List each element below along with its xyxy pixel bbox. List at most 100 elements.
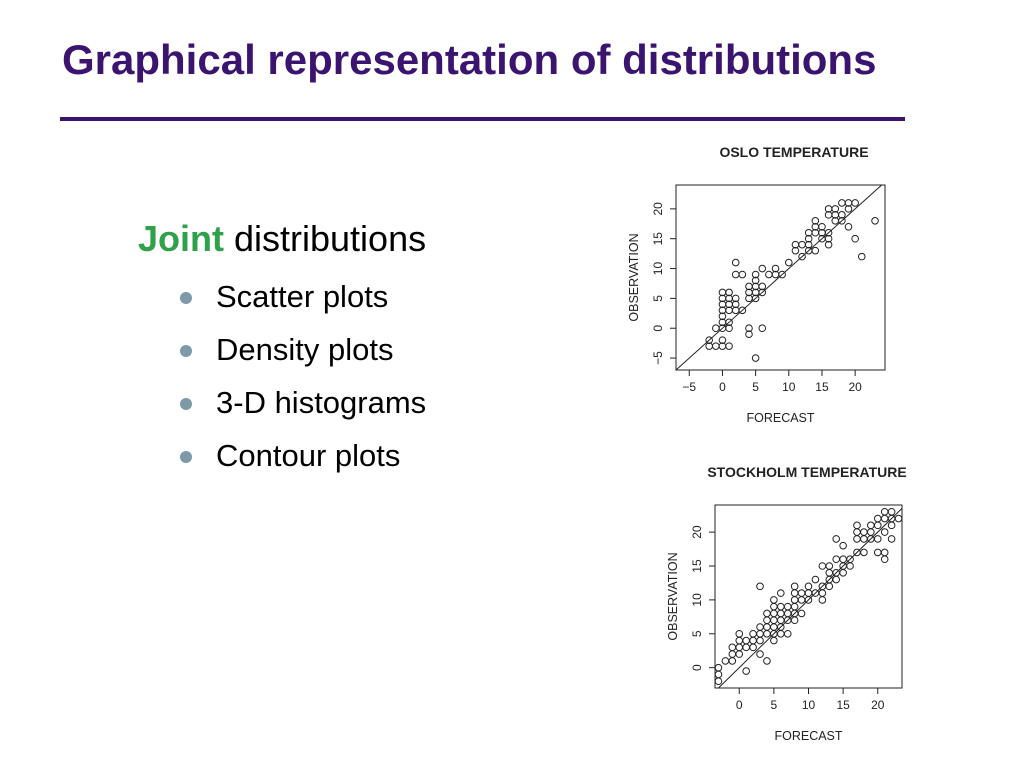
data-point (735, 629, 744, 638)
data-point (844, 205, 853, 213)
y-axis-label: OBSERVATION (627, 233, 641, 321)
data-point (811, 246, 820, 255)
data-point (783, 602, 792, 611)
x-tick-label: −5 (682, 380, 696, 394)
data-point (712, 324, 720, 333)
data-point (838, 217, 846, 225)
y-tick-label: −5 (651, 351, 665, 365)
bullet-text: Scatter plots (216, 279, 389, 314)
x-tick-label: 20 (871, 698, 885, 712)
heading-rest: distributions (224, 218, 427, 259)
data-point (880, 548, 889, 557)
data-point (867, 521, 875, 530)
data-point (880, 507, 889, 516)
data-point (770, 609, 778, 618)
y-tick-label: 5 (651, 295, 665, 302)
data-point (791, 246, 800, 255)
data-point (844, 222, 853, 231)
oslo-scatter-chart: OSLO TEMPERATURE −5 0 5 10 15 20 −5 0 5 10 15 20 FORE… (627, 144, 886, 425)
data-point (714, 663, 723, 672)
x-tick-label: 0 (736, 698, 743, 712)
data-point (873, 514, 882, 523)
data-point (725, 324, 733, 333)
data-point (745, 324, 753, 333)
data-point (756, 582, 764, 591)
data-point (860, 528, 868, 536)
x-tick-label: 10 (782, 380, 796, 394)
data-point (824, 228, 833, 237)
bullet-dot-icon (180, 292, 192, 304)
data-point (825, 568, 834, 577)
data-point (776, 616, 785, 625)
x-tick-label: 20 (848, 380, 862, 394)
data-point (735, 643, 744, 652)
data-point (758, 324, 767, 333)
bullet-dot-icon (180, 345, 192, 357)
data-point (798, 252, 806, 261)
bullet-text: Contour plots (216, 438, 401, 473)
data-point (818, 222, 826, 231)
data-point (804, 582, 813, 591)
y-tick-label: 15 (651, 232, 665, 246)
data-point (758, 282, 767, 291)
data-point (725, 342, 733, 350)
y-tick-label: 20 (690, 525, 704, 539)
x-tick-label: 0 (719, 380, 726, 394)
data-point (804, 234, 813, 243)
data-point (731, 270, 740, 279)
data-point (846, 555, 854, 564)
data-point (776, 629, 785, 638)
data-point (798, 240, 806, 249)
data-point (725, 318, 733, 327)
data-point (851, 199, 859, 207)
data-point (735, 636, 744, 645)
data-point (770, 602, 778, 611)
data-point (756, 623, 764, 631)
x-tick-label: 15 (836, 698, 850, 712)
data-point (824, 234, 833, 243)
data-point (770, 623, 778, 631)
data-point (873, 535, 882, 543)
bullet-text: Density plots (216, 332, 394, 367)
data-point (811, 217, 820, 225)
data-point (873, 521, 882, 530)
heading-accent-word: Joint (138, 218, 224, 259)
data-point (818, 589, 827, 597)
data-point (839, 568, 847, 577)
y-tick-label: 10 (690, 593, 704, 607)
data-point (738, 306, 747, 315)
bullet-dot-icon (180, 451, 192, 463)
data-point (731, 258, 740, 267)
data-point (824, 240, 833, 249)
data-point (728, 650, 737, 658)
data-point (867, 528, 875, 536)
plot-frame (675, 184, 886, 371)
bullet-dot-icon (180, 398, 192, 410)
data-point (887, 507, 896, 516)
data-point (763, 623, 771, 631)
data-point (853, 528, 861, 536)
data-point (857, 252, 866, 261)
y-tick-label: 0 (690, 664, 704, 671)
data-point (818, 596, 827, 604)
diagonal-line (718, 508, 903, 689)
data-point (751, 354, 760, 362)
data-point (880, 514, 889, 523)
x-axis-label: FORECAST (746, 411, 814, 425)
data-point (751, 294, 760, 303)
data-point (776, 602, 785, 611)
data-point (790, 616, 799, 625)
chart-title: STOCKHOLM TEMPERATURE (707, 464, 906, 480)
data-point (770, 616, 778, 625)
data-point (873, 548, 882, 557)
data-point (790, 602, 799, 611)
data-point (894, 514, 903, 523)
section-heading: Joint distributions (138, 218, 426, 260)
x-tick-label: 10 (802, 698, 816, 712)
x-axis-label: FORECAST (774, 729, 842, 743)
data-point (725, 288, 733, 297)
chart-title: OSLO TEMPERATURE (719, 144, 868, 160)
data-point (825, 562, 834, 570)
data-point (742, 643, 750, 652)
data-point (721, 657, 730, 665)
